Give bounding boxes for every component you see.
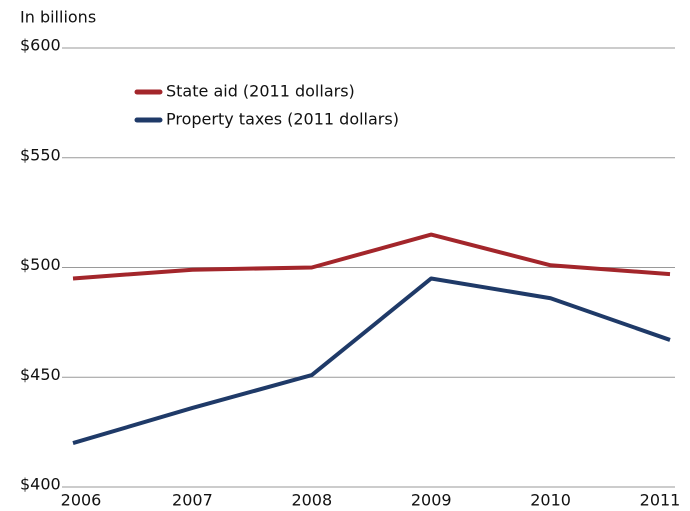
x-tick-label: 2008 xyxy=(291,491,332,510)
y-tick-label: $500 xyxy=(20,255,61,274)
legend-label: Property taxes (2011 dollars) xyxy=(166,110,399,129)
x-tick-label: 2009 xyxy=(411,491,452,510)
x-tick-label: 2011 xyxy=(640,491,681,510)
data-line xyxy=(72,232,671,281)
data-line xyxy=(72,276,671,446)
y-tick-label: $400 xyxy=(20,475,61,494)
legend-label: State aid (2011 dollars) xyxy=(166,82,355,101)
x-tick-label: 2006 xyxy=(61,491,102,510)
y-tick-label: $550 xyxy=(20,145,61,164)
chart-subtitle: In billions xyxy=(20,8,96,27)
x-tick-label: 2010 xyxy=(530,491,571,510)
y-tick-label: $600 xyxy=(20,36,61,55)
x-tick-label: 2007 xyxy=(172,491,213,510)
y-tick-label: $450 xyxy=(20,365,61,384)
